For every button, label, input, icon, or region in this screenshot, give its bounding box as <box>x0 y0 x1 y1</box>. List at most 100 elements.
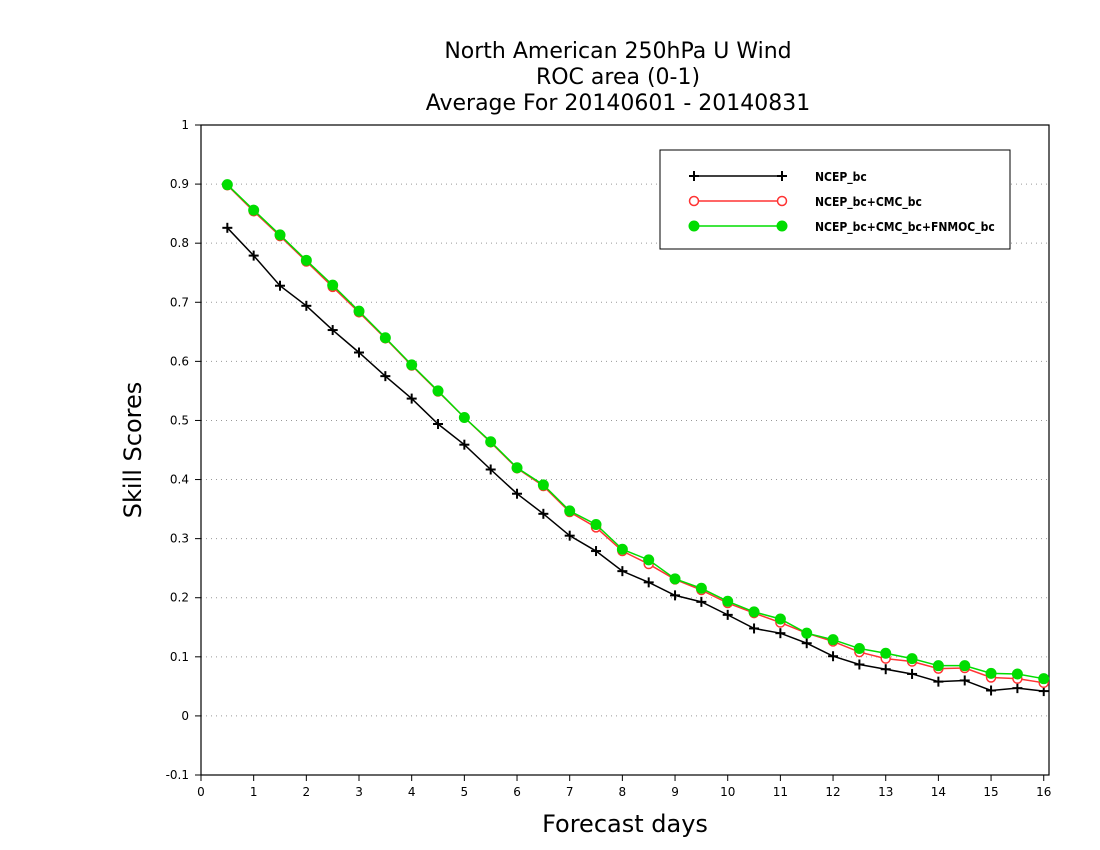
data-point <box>406 359 418 371</box>
data-point <box>275 280 286 291</box>
data-point <box>1011 668 1023 680</box>
data-point <box>459 439 470 450</box>
x-tick-label: 10 <box>720 785 735 799</box>
data-point <box>617 566 628 577</box>
series-0 <box>222 222 1049 697</box>
series-layer <box>221 179 1050 697</box>
data-point <box>221 179 233 191</box>
legend-marker <box>776 195 788 207</box>
data-point <box>669 573 681 585</box>
data-point <box>564 505 576 517</box>
data-point <box>643 554 655 566</box>
y-tick-label: 0.3 <box>170 532 189 546</box>
data-point <box>774 613 786 625</box>
data-point <box>1012 683 1023 694</box>
data-point <box>906 653 918 665</box>
data-point <box>986 685 997 696</box>
data-point <box>907 668 918 679</box>
x-tick-label: 0 <box>197 785 205 799</box>
data-point <box>327 279 339 291</box>
series-2 <box>221 179 1050 685</box>
data-point <box>801 627 813 639</box>
data-point <box>485 464 496 475</box>
data-point <box>722 609 733 620</box>
y-tick-label: 0.5 <box>170 413 189 427</box>
series-1 <box>222 180 1049 689</box>
data-point <box>354 347 365 358</box>
data-point <box>880 664 891 675</box>
data-point <box>538 508 549 519</box>
series-line <box>226 227 1044 692</box>
title-line-1: North American 250hPa U Wind <box>444 39 791 64</box>
y-tick-label: 0.1 <box>170 650 189 664</box>
data-point <box>933 676 944 687</box>
y-tick-label: 0.2 <box>170 591 189 605</box>
x-tick-label: 7 <box>566 785 574 799</box>
data-point <box>643 577 654 588</box>
data-point <box>749 623 760 634</box>
y-axis-label: Skill Scores <box>119 382 147 519</box>
x-tick-label: 4 <box>408 785 416 799</box>
data-point <box>670 590 681 601</box>
plot-area <box>200 124 1050 776</box>
data-point <box>248 204 260 216</box>
y-tick-label: 0.6 <box>170 354 189 368</box>
x-axis: 0 1 2 3 4 5 6 7 8 9 10 11 12 13 14 15 16 <box>197 775 1051 799</box>
data-point <box>880 647 892 659</box>
data-point <box>959 660 971 672</box>
data-point <box>380 371 391 382</box>
x-tick-label: 16 <box>1036 785 1051 799</box>
x-tick-label: 9 <box>671 785 679 799</box>
legend-marker <box>776 220 788 232</box>
data-point <box>591 546 602 557</box>
data-point <box>406 393 417 404</box>
data-point <box>248 250 259 261</box>
data-point <box>932 660 944 672</box>
y-tick-label: 1 <box>181 118 189 132</box>
data-point <box>222 222 233 233</box>
y-axis: -0.1 0 0.1 0.2 0.3 0.4 0.5 0.6 0.7 0.8 0.9 1 <box>166 118 201 782</box>
data-point <box>854 659 865 670</box>
data-point <box>511 462 523 474</box>
x-axis-label: Forecast days <box>542 810 708 838</box>
data-point <box>353 305 365 317</box>
x-tick-label: 5 <box>461 785 469 799</box>
y-tick-label: -0.1 <box>166 768 189 782</box>
title-line-2: ROC area (0-1) <box>536 65 700 90</box>
x-tick-label: 14 <box>931 785 946 799</box>
legend-box <box>659 149 1011 250</box>
data-point <box>828 651 839 662</box>
legend-marker <box>689 171 699 181</box>
legend-marker <box>688 195 700 207</box>
y-tick-label: 0.7 <box>170 295 189 309</box>
data-point <box>853 643 865 655</box>
x-tick-label: 15 <box>983 785 998 799</box>
x-tick-label: 2 <box>303 785 311 799</box>
data-point <box>432 385 444 397</box>
series-line <box>226 184 1044 684</box>
data-point <box>616 543 628 555</box>
data-point <box>458 412 470 423</box>
data-point <box>775 628 786 639</box>
data-point <box>274 229 286 241</box>
data-point <box>827 634 839 646</box>
legend-label: NCEP_bc <box>815 170 867 185</box>
data-point <box>590 518 602 530</box>
x-tick-label: 8 <box>619 785 627 799</box>
data-point <box>512 488 523 499</box>
data-point <box>985 667 997 679</box>
x-tick-label: 13 <box>878 785 893 799</box>
x-tick-label: 12 <box>825 785 840 799</box>
chart-title: North American 250hPa U Wind ROC area (0… <box>426 39 811 116</box>
data-point <box>301 300 312 311</box>
y-tick-label: 0.9 <box>170 177 189 191</box>
data-point <box>748 606 760 618</box>
x-tick-label: 11 <box>773 785 788 799</box>
data-point <box>801 638 812 649</box>
legend-label: NCEP_bc+CMC_bc <box>815 195 922 210</box>
x-tick-label: 6 <box>513 785 521 799</box>
x-tick-label: 1 <box>250 785 258 799</box>
legend-label: NCEP_bc+CMC_bc+FNMOC_bc <box>815 220 995 235</box>
data-point <box>722 595 734 607</box>
data-point <box>564 530 575 541</box>
